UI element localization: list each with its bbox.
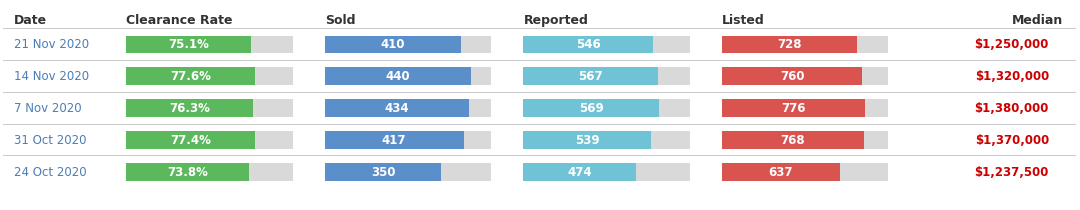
FancyBboxPatch shape	[325, 67, 471, 85]
Text: $1,370,000: $1,370,000	[974, 134, 1049, 147]
FancyBboxPatch shape	[721, 163, 889, 181]
FancyBboxPatch shape	[126, 99, 293, 117]
FancyBboxPatch shape	[524, 131, 690, 149]
FancyBboxPatch shape	[325, 131, 463, 149]
Text: 77.4%: 77.4%	[171, 134, 211, 147]
Text: 21 Nov 2020: 21 Nov 2020	[14, 38, 89, 51]
FancyBboxPatch shape	[524, 35, 690, 53]
Text: 474: 474	[567, 165, 592, 178]
Text: 7 Nov 2020: 7 Nov 2020	[14, 102, 81, 115]
FancyBboxPatch shape	[126, 35, 252, 53]
Text: 637: 637	[769, 165, 793, 178]
FancyBboxPatch shape	[126, 131, 255, 149]
FancyBboxPatch shape	[325, 163, 491, 181]
FancyBboxPatch shape	[126, 163, 249, 181]
Text: 760: 760	[780, 70, 805, 83]
FancyBboxPatch shape	[325, 67, 491, 85]
Text: 567: 567	[579, 70, 603, 83]
FancyBboxPatch shape	[325, 35, 461, 53]
FancyBboxPatch shape	[126, 163, 293, 181]
FancyBboxPatch shape	[325, 99, 491, 117]
FancyBboxPatch shape	[524, 99, 659, 117]
FancyBboxPatch shape	[126, 67, 293, 85]
FancyBboxPatch shape	[721, 67, 863, 85]
Text: Reported: Reported	[524, 14, 589, 27]
Text: 410: 410	[381, 38, 405, 51]
Text: Sold: Sold	[325, 14, 355, 27]
Text: 75.1%: 75.1%	[168, 38, 210, 51]
FancyBboxPatch shape	[524, 99, 690, 117]
FancyBboxPatch shape	[325, 163, 442, 181]
FancyBboxPatch shape	[126, 131, 293, 149]
FancyBboxPatch shape	[721, 67, 889, 85]
FancyBboxPatch shape	[721, 131, 889, 149]
Text: 77.6%: 77.6%	[171, 70, 212, 83]
Text: Listed: Listed	[721, 14, 765, 27]
Text: $1,320,000: $1,320,000	[974, 70, 1049, 83]
FancyBboxPatch shape	[325, 99, 469, 117]
Text: 569: 569	[579, 102, 604, 115]
Text: $1,237,500: $1,237,500	[974, 165, 1049, 178]
FancyBboxPatch shape	[721, 131, 864, 149]
Text: 434: 434	[384, 102, 409, 115]
FancyBboxPatch shape	[126, 35, 293, 53]
FancyBboxPatch shape	[325, 131, 491, 149]
Text: 31 Oct 2020: 31 Oct 2020	[14, 134, 86, 147]
FancyBboxPatch shape	[524, 163, 636, 181]
Text: 76.3%: 76.3%	[170, 102, 211, 115]
Text: Date: Date	[14, 14, 46, 27]
Text: 417: 417	[382, 134, 406, 147]
FancyBboxPatch shape	[721, 35, 889, 53]
FancyBboxPatch shape	[126, 67, 255, 85]
FancyBboxPatch shape	[721, 35, 856, 53]
Text: $1,380,000: $1,380,000	[974, 102, 1049, 115]
Text: 539: 539	[576, 134, 599, 147]
Text: Clearance Rate: Clearance Rate	[126, 14, 232, 27]
Text: 728: 728	[777, 38, 801, 51]
Text: $1,250,000: $1,250,000	[974, 38, 1049, 51]
Text: 350: 350	[370, 165, 395, 178]
Text: 776: 776	[782, 102, 806, 115]
Text: 73.8%: 73.8%	[167, 165, 208, 178]
FancyBboxPatch shape	[524, 35, 653, 53]
Text: 768: 768	[781, 134, 806, 147]
FancyBboxPatch shape	[524, 131, 651, 149]
FancyBboxPatch shape	[721, 99, 889, 117]
Text: 546: 546	[576, 38, 600, 51]
Text: 24 Oct 2020: 24 Oct 2020	[14, 165, 86, 178]
FancyBboxPatch shape	[721, 99, 865, 117]
Text: 14 Nov 2020: 14 Nov 2020	[14, 70, 89, 83]
FancyBboxPatch shape	[524, 67, 690, 85]
Text: 440: 440	[386, 70, 410, 83]
FancyBboxPatch shape	[524, 67, 658, 85]
FancyBboxPatch shape	[325, 35, 491, 53]
FancyBboxPatch shape	[524, 163, 690, 181]
Text: Median: Median	[1012, 14, 1063, 27]
FancyBboxPatch shape	[721, 163, 840, 181]
FancyBboxPatch shape	[126, 99, 253, 117]
